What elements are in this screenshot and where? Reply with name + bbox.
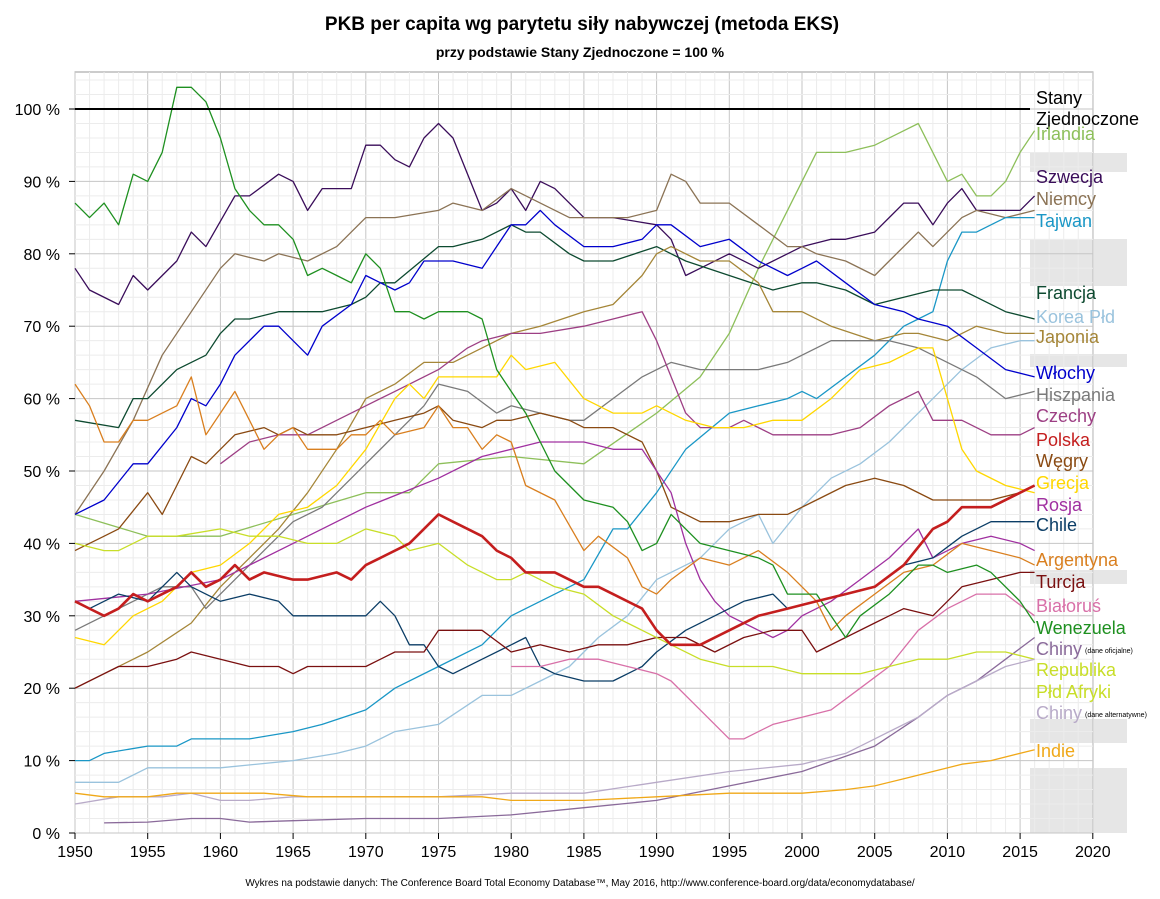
x-tick-label: 1955 (130, 844, 166, 861)
x-tick-label: 1975 (421, 844, 457, 861)
x-tick-label: 1980 (493, 844, 529, 861)
series-label-twn: Tajwan (1036, 211, 1092, 231)
series-label-cze: Czechy (1036, 406, 1096, 426)
y-tick-label: 100 % (15, 102, 60, 119)
y-axis: 0 % 10 % 20 % 30 % 40 % 50 % 60 % 70 % 80 % 90 % 1… (15, 102, 75, 843)
series-label-blr: Białoruś (1036, 596, 1101, 616)
series-line-twn (75, 216, 1035, 762)
series-label-irl: Irlandia (1036, 124, 1096, 144)
x-tick-label: 1970 (348, 844, 384, 861)
series-line-ind (74, 749, 1035, 802)
series-label-pol: Polska (1036, 430, 1091, 450)
series-label-fra: Francja (1036, 283, 1097, 303)
y-tick-label: 60 % (24, 392, 60, 409)
series-line-pol (74, 484, 1036, 647)
series-line-ita (74, 209, 1035, 515)
series-line-hun (74, 405, 1035, 552)
series-line-arg (74, 376, 1035, 631)
y-tick-label: 10 % (24, 754, 60, 771)
series-label-tur: Turcja (1036, 572, 1086, 592)
reference-label-line2: Zjednoczone (1036, 109, 1139, 129)
series-label-swe: Szwecja (1036, 167, 1104, 187)
grid (74, 72, 1094, 834)
x-tick-label: 2000 (784, 844, 820, 861)
series-line-rus (74, 441, 1035, 639)
series-line-blr (511, 593, 1035, 740)
x-tick-label: 2010 (930, 844, 966, 861)
reference-label: Stany Zjednoczone (1036, 88, 1139, 129)
series-line-kor (75, 340, 1035, 783)
y-tick-label: 90 % (24, 174, 60, 191)
chart-title: PKB per capita wg parytetu siły nabywcze… (325, 14, 839, 35)
y-tick-label: 80 % (24, 247, 60, 264)
series-label-line2: Płd Afryki (1036, 682, 1111, 702)
series-label-ven: Wenezuela (1036, 618, 1127, 638)
x-tick-label: 1965 (275, 844, 311, 861)
x-tick-label: 1990 (639, 844, 675, 861)
y-tick-label: 50 % (24, 464, 60, 481)
series-line-ven (74, 86, 1036, 639)
x-tick-label: 2020 (1075, 844, 1111, 861)
x-axis: 1950 1955 1960 1965 1970 1975 1980 1985 1990 1995… (57, 833, 1111, 861)
x-tick-label: 1995 (712, 844, 748, 861)
series-line-cze (220, 311, 1035, 465)
x-tick-label: 2015 (1002, 844, 1038, 861)
series-line-tur (74, 571, 1035, 689)
series-label-note: (dane oficjalne) (1085, 648, 1133, 655)
series-label-jpn: Japonia (1036, 327, 1100, 347)
y-tick-label: 40 % (24, 536, 60, 553)
x-tick-label: 1960 (203, 844, 239, 861)
series-label-line1: Republika (1036, 660, 1117, 680)
series-label-chl: Chile (1036, 515, 1077, 535)
series-label-esp: Hiszpania (1036, 385, 1116, 405)
x-tick-label: 2005 (857, 844, 893, 861)
series-label-chn_off: Chiny (1036, 639, 1082, 659)
reference-label-line1: Stany (1036, 88, 1082, 108)
x-tick-label: 1950 (57, 844, 93, 861)
y-tick-label: 70 % (24, 319, 60, 336)
series-label-kor: Korea Płd (1036, 307, 1115, 327)
chart-subtitle: przy podstawie Stany Zjednoczone = 100 % (436, 44, 725, 60)
series-label-ita: Włochy (1036, 363, 1095, 383)
series-label-chn_alt: Chiny (1036, 703, 1082, 723)
series-label-note: (dane alternatywne) (1085, 712, 1147, 719)
series-label-grc: Grecja (1036, 473, 1090, 493)
series-line-grc (74, 347, 1035, 646)
series-group (74, 86, 1036, 824)
series-line-chn_alt (74, 658, 1035, 805)
chart-footer: Wykres na podstawie danych: The Conferen… (245, 878, 915, 889)
series-line-jpn (74, 245, 1035, 689)
series-label-ger: Niemcy (1036, 189, 1096, 209)
y-tick-label: 20 % (24, 681, 60, 698)
x-tick-label: 1985 (566, 844, 602, 861)
series-label-ind: Indie (1036, 741, 1075, 761)
series-label-arg: Argentyna (1036, 550, 1119, 570)
y-tick-label: 0 % (32, 826, 60, 843)
y-tick-label: 30 % (24, 609, 60, 626)
series-line-ger (74, 173, 1035, 515)
series-label-rsa: Republika Płd Afryki (1036, 660, 1117, 702)
series-label-rus: Rosja (1036, 495, 1083, 515)
series-label-hun: Węgry (1036, 451, 1088, 471)
